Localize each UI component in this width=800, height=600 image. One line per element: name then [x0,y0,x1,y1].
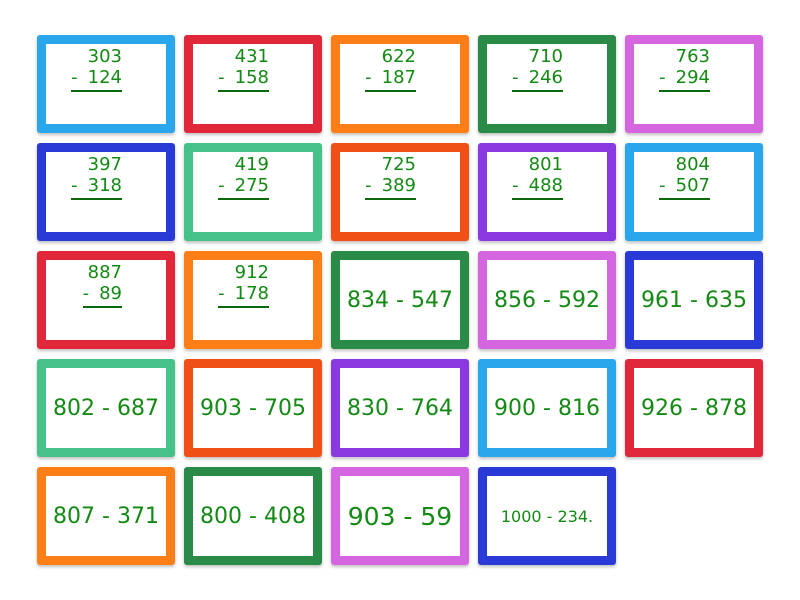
minus-sign: - [82,283,90,304]
minus-sign: - [365,67,372,88]
card-expression: 1000 - 234. [500,506,594,526]
card-expression: 903 - 705 [200,395,306,421]
minuend: 912 [234,262,269,283]
minus-sign: - [365,175,372,196]
subtrahend-row: -246 [512,67,563,92]
subtrahend: 507 [675,175,710,196]
subtrahend: 178 [234,283,269,304]
card[interactable]: 725-389 [331,143,469,241]
card[interactable]: 900 - 816 [478,359,616,457]
card[interactable]: 1000 - 234. [478,467,616,565]
card[interactable]: 912-178 [184,251,322,349]
stacked-subtraction: 419-275 [193,154,313,200]
card[interactable]: 834 - 547 [331,251,469,349]
minuend: 622 [381,46,416,67]
card-expression: 961 - 635 [641,287,747,313]
subtrahend-row: -318 [71,175,122,200]
minuend: 804 [675,154,710,175]
subtrahend: 89 [99,283,122,304]
subtrahend: 275 [234,175,269,196]
minus-sign: - [512,67,519,88]
subtrahend-row: -124 [71,67,122,92]
card[interactable]: 800 - 408 [184,467,322,565]
subtrahend-row: -275 [218,175,269,200]
card-grid: 303-124 431-158 622-187 710-246 763-294 397-3… [37,35,763,565]
minus-sign: - [659,175,666,196]
subtrahend: 318 [87,175,122,196]
card-expression: 834 - 547 [347,287,453,313]
card[interactable]: 419-275 [184,143,322,241]
card-expression: 900 - 816 [494,395,600,421]
card[interactable]: 801-488 [478,143,616,241]
subtrahend: 124 [87,67,122,88]
minuend: 725 [381,154,416,175]
minuend: 397 [87,154,122,175]
minuend: 419 [234,154,269,175]
subtrahend-row: -507 [659,175,710,200]
card-expression: 800 - 408 [200,503,306,529]
minus-sign: - [71,67,78,88]
stacked-subtraction: 431-158 [193,46,313,92]
stacked-subtraction: 303-124 [46,46,166,92]
minuend: 801 [528,154,563,175]
card[interactable]: 903 - 705 [184,359,322,457]
card[interactable]: 887-89 [37,251,175,349]
minuend: 710 [528,46,563,67]
stacked-subtraction: 912-178 [193,262,313,308]
card[interactable]: 830 - 764 [331,359,469,457]
stacked-subtraction: 763-294 [634,46,754,92]
card-expression: 807 - 371 [53,503,159,529]
stacked-subtraction: 887-89 [46,262,166,308]
subtrahend: 294 [675,67,710,88]
minus-sign: - [659,67,666,88]
subtrahend: 389 [381,175,416,196]
card[interactable]: 802 - 687 [37,359,175,457]
card[interactable]: 763-294 [625,35,763,133]
subtrahend-row: -294 [659,67,710,92]
minus-sign: - [218,283,225,304]
stacked-subtraction: 725-389 [340,154,460,200]
subtrahend-row: -178 [218,283,269,308]
stacked-subtraction: 804-507 [634,154,754,200]
card[interactable]: 431-158 [184,35,322,133]
card-expression: 830 - 764 [347,395,453,421]
subtrahend-row: -187 [365,67,416,92]
subtrahend-row: -488 [512,175,563,200]
subtrahend-row: -89 [82,283,122,308]
minus-sign: - [218,175,225,196]
card[interactable]: 397-318 [37,143,175,241]
card[interactable]: 807 - 371 [37,467,175,565]
subtrahend: 246 [528,67,563,88]
stacked-subtraction: 710-246 [487,46,607,92]
minus-sign: - [218,67,225,88]
card[interactable]: 710-246 [478,35,616,133]
stacked-subtraction: 397-318 [46,154,166,200]
minuend: 431 [234,46,269,67]
subtrahend-row: -389 [365,175,416,200]
card[interactable]: 856 - 592 [478,251,616,349]
stacked-subtraction: 622-187 [340,46,460,92]
card[interactable]: 903 - 59 [331,467,469,565]
card-expression: 926 - 878 [641,395,747,421]
stacked-subtraction: 801-488 [487,154,607,200]
minus-sign: - [512,175,519,196]
card-expression: 903 - 59 [347,501,453,531]
card[interactable]: 622-187 [331,35,469,133]
card-expression: 856 - 592 [494,287,600,313]
minuend: 303 [87,46,122,67]
subtrahend: 158 [234,67,269,88]
subtrahend-row: -158 [218,67,269,92]
subtrahend: 488 [528,175,563,196]
subtrahend: 187 [381,67,416,88]
card-expression: 802 - 687 [53,395,159,421]
minuend: 887 [87,262,122,283]
card[interactable]: 961 - 635 [625,251,763,349]
minuend: 763 [675,46,710,67]
card[interactable]: 926 - 878 [625,359,763,457]
minus-sign: - [71,175,78,196]
card[interactable]: 804-507 [625,143,763,241]
card[interactable]: 303-124 [37,35,175,133]
